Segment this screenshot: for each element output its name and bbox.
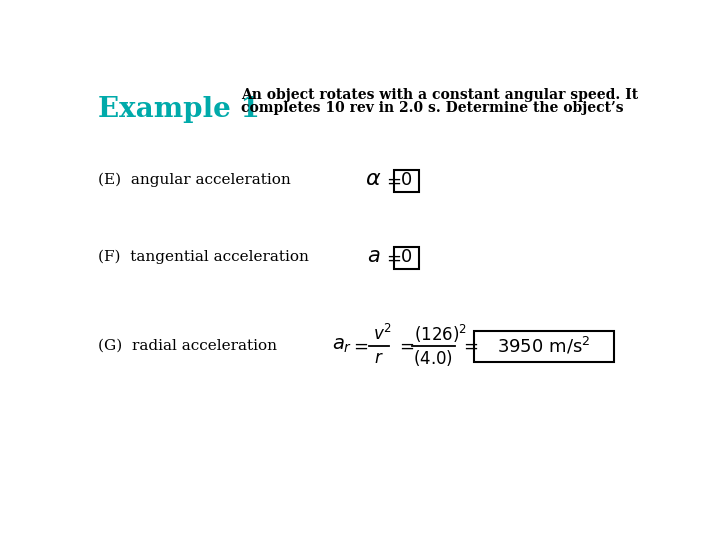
Text: $(4.0)$: $(4.0)$ [413,348,454,368]
Text: $=$: $=$ [461,337,479,355]
Text: completes 10 rev in 2.0 s. Determine the object’s: completes 10 rev in 2.0 s. Determine the… [241,101,624,115]
Text: $=$: $=$ [396,337,415,355]
Text: $v^2$: $v^2$ [373,323,392,343]
FancyBboxPatch shape [394,247,418,269]
Text: $0$: $0$ [400,171,413,190]
Text: $0$: $0$ [400,248,413,266]
Text: (G)  radial acceleration: (G) radial acceleration [98,339,276,353]
Text: $=$: $=$ [383,171,402,190]
Text: Example 1: Example 1 [98,96,260,123]
Text: $(126)^2$: $(126)^2$ [414,322,467,345]
Text: $\alpha$: $\alpha$ [365,168,382,190]
Text: $3950\ \mathrm{m/s^2}$: $3950\ \mathrm{m/s^2}$ [498,335,591,356]
Text: (E)  angular acceleration: (E) angular acceleration [98,173,290,187]
FancyBboxPatch shape [474,331,614,362]
FancyBboxPatch shape [394,170,418,192]
Text: (F)  tangential acceleration: (F) tangential acceleration [98,250,309,265]
Text: An object rotates with a constant angular speed. It: An object rotates with a constant angula… [241,88,638,102]
Text: $=$: $=$ [350,337,368,355]
Text: $a_r$: $a_r$ [332,337,352,355]
Text: $r$: $r$ [374,350,384,367]
Text: $a$: $a$ [367,247,381,266]
Text: $=$: $=$ [383,248,402,266]
